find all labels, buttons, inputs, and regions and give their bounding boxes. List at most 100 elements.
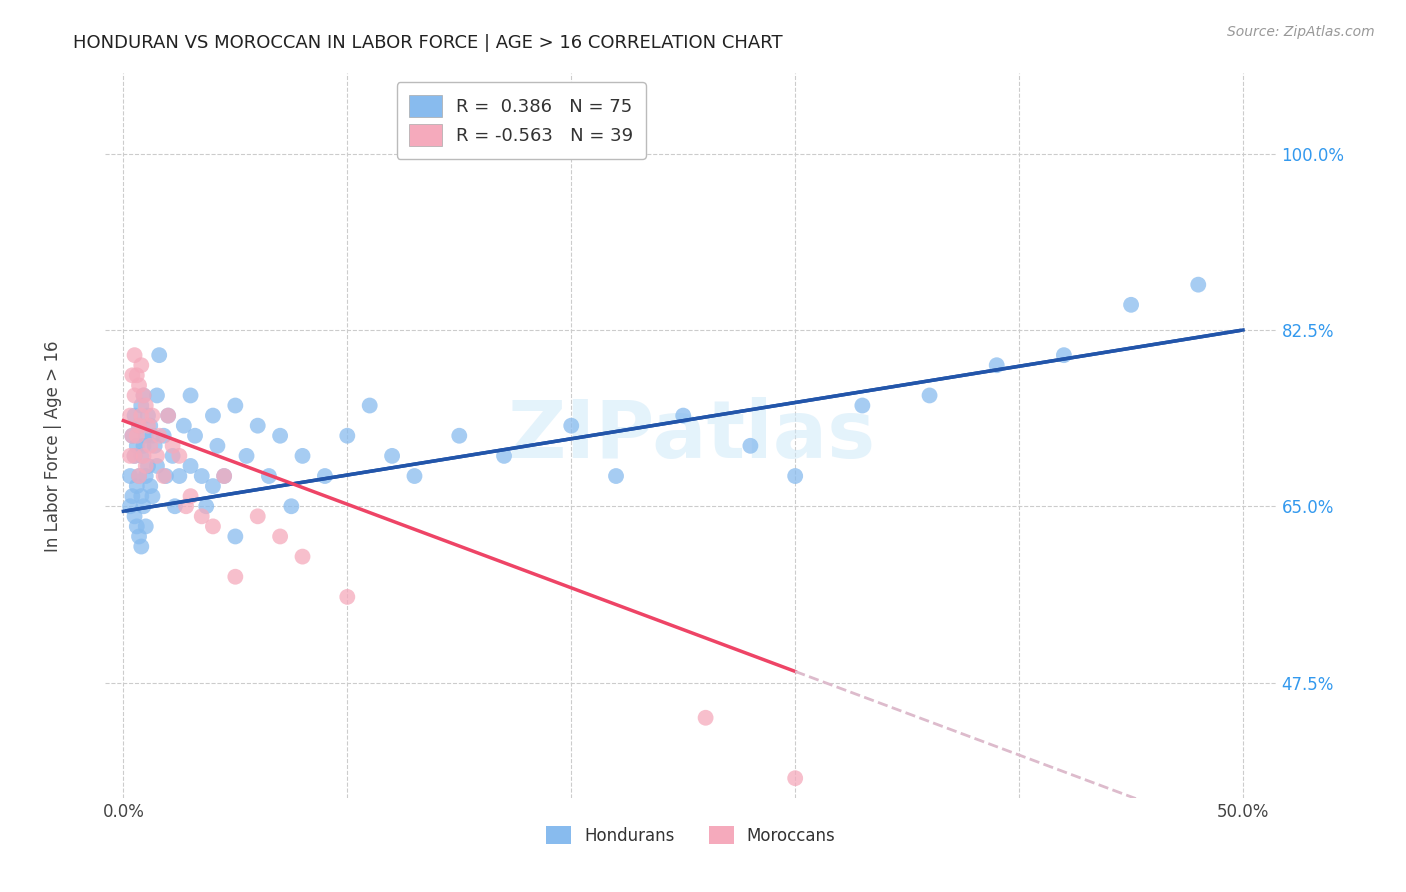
- Point: [121, 489, 143, 503]
- Point: [124, 388, 146, 402]
- Point: [201, 519, 224, 533]
- Point: [135, 519, 157, 533]
- Point: [124, 348, 146, 362]
- Point: [129, 399, 152, 413]
- Point: [124, 409, 146, 423]
- Point: [120, 409, 142, 423]
- Point: [359, 399, 381, 413]
- Point: [121, 368, 143, 383]
- Point: [141, 429, 163, 443]
- Point: [135, 399, 157, 413]
- Point: [120, 500, 142, 514]
- Text: In Labor Force | Age > 16: In Labor Force | Age > 16: [45, 340, 62, 552]
- Point: [918, 388, 941, 402]
- Point: [129, 489, 152, 503]
- Point: [125, 519, 148, 533]
- Point: [132, 439, 155, 453]
- Point: [139, 479, 162, 493]
- Point: [155, 469, 177, 483]
- Point: [132, 449, 155, 463]
- Point: [257, 469, 280, 483]
- Point: [449, 429, 471, 443]
- Point: [207, 439, 229, 453]
- Point: [314, 469, 336, 483]
- Legend: Hondurans, Moroccans: Hondurans, Moroccans: [540, 820, 842, 852]
- Point: [986, 358, 1008, 372]
- Text: HONDURAN VS MOROCCAN IN LABOR FORCE | AGE > 16 CORRELATION CHART: HONDURAN VS MOROCCAN IN LABOR FORCE | AG…: [73, 34, 783, 52]
- Point: [135, 429, 157, 443]
- Point: [173, 418, 195, 433]
- Point: [184, 429, 207, 443]
- Point: [695, 711, 717, 725]
- Point: [180, 489, 202, 503]
- Point: [146, 458, 169, 473]
- Point: [246, 418, 269, 433]
- Point: [121, 429, 143, 443]
- Point: [494, 449, 516, 463]
- Point: [152, 429, 174, 443]
- Point: [235, 449, 257, 463]
- Point: [146, 388, 169, 402]
- Point: [190, 469, 212, 483]
- Point: [180, 388, 202, 402]
- Point: [740, 439, 762, 453]
- Point: [180, 458, 202, 473]
- Point: [132, 388, 155, 402]
- Point: [672, 409, 695, 423]
- Point: [169, 449, 191, 463]
- Point: [136, 418, 159, 433]
- Point: [141, 409, 163, 423]
- Point: [269, 429, 291, 443]
- Point: [121, 429, 143, 443]
- Point: [129, 540, 152, 554]
- Point: [785, 771, 807, 785]
- Point: [136, 458, 159, 473]
- Point: [152, 469, 174, 483]
- Point: [224, 570, 246, 584]
- Point: [163, 500, 186, 514]
- Point: [1119, 298, 1142, 312]
- Point: [128, 469, 150, 483]
- Point: [201, 479, 224, 493]
- Point: [174, 500, 197, 514]
- Point: [162, 439, 184, 453]
- Point: [120, 449, 142, 463]
- Point: [381, 449, 404, 463]
- Point: [125, 479, 148, 493]
- Point: [125, 439, 148, 453]
- Point: [201, 409, 224, 423]
- Text: Source: ZipAtlas.com: Source: ZipAtlas.com: [1227, 25, 1375, 39]
- Point: [291, 449, 314, 463]
- Point: [128, 469, 150, 483]
- Point: [132, 500, 155, 514]
- Point: [212, 469, 235, 483]
- Text: ZIPatlas: ZIPatlas: [508, 397, 875, 475]
- Point: [139, 439, 162, 453]
- Point: [125, 429, 148, 443]
- Point: [139, 418, 162, 433]
- Point: [224, 399, 246, 413]
- Point: [280, 500, 302, 514]
- Point: [269, 529, 291, 543]
- Point: [605, 469, 627, 483]
- Point: [136, 409, 159, 423]
- Point: [404, 469, 426, 483]
- Point: [143, 439, 166, 453]
- Point: [128, 418, 150, 433]
- Point: [128, 378, 150, 392]
- Point: [157, 409, 180, 423]
- Point: [157, 409, 180, 423]
- Point: [132, 388, 155, 402]
- Point: [141, 489, 163, 503]
- Point: [129, 449, 152, 463]
- Point: [124, 509, 146, 524]
- Point: [129, 409, 152, 423]
- Point: [120, 469, 142, 483]
- Point: [146, 449, 169, 463]
- Point: [851, 399, 873, 413]
- Point: [246, 509, 269, 524]
- Point: [1187, 277, 1209, 292]
- Point: [124, 449, 146, 463]
- Point: [124, 449, 146, 463]
- Point: [128, 529, 150, 543]
